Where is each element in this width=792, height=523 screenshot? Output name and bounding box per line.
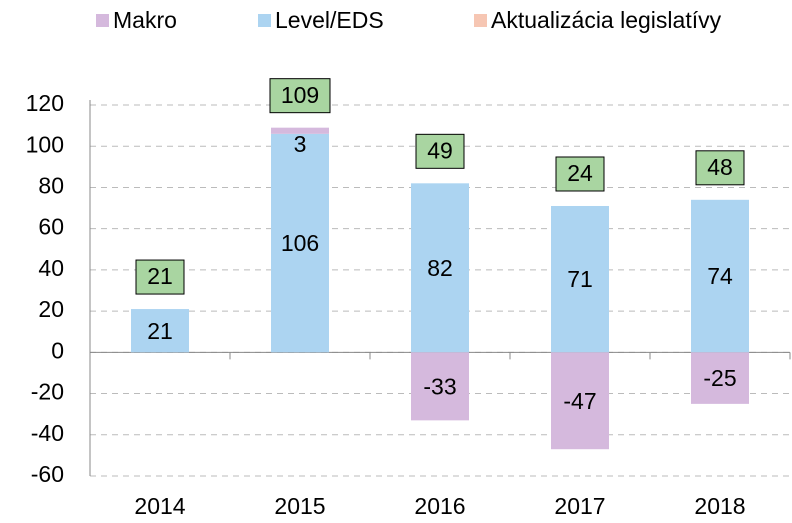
total-box: [269, 78, 331, 114]
x-tick-label: 2016: [414, 493, 465, 519]
bar-segment: [411, 183, 469, 353]
y-tick-label: 20: [38, 296, 64, 322]
y-tick-label: -60: [31, 461, 64, 487]
legend-label: Aktualizácia legislatívy: [491, 7, 722, 33]
data-label: 74: [707, 263, 733, 289]
bar-segment: [131, 309, 189, 353]
legend-label: Makro: [113, 7, 177, 33]
y-tick-label: -40: [31, 420, 64, 446]
legend-swatch: [258, 14, 271, 27]
total-box: [415, 133, 465, 169]
total-label: 48: [707, 154, 733, 180]
legend-swatch: [96, 14, 109, 27]
total-box: [135, 259, 185, 295]
y-tick-label: 60: [38, 214, 64, 240]
bar-segment: [411, 352, 469, 421]
data-label: 3: [294, 131, 307, 157]
total-label: 21: [147, 263, 173, 289]
legend-label: Level/EDS: [275, 7, 384, 33]
bar-segment: [271, 133, 329, 353]
bar-segment: [551, 205, 609, 353]
legend-swatch: [474, 14, 487, 27]
total-box: [695, 150, 745, 186]
data-label: -25: [703, 365, 736, 391]
bar-segment: [271, 127, 329, 134]
total-box: [555, 156, 605, 192]
x-tick-label: 2015: [274, 493, 325, 519]
bar-segment: [551, 352, 609, 450]
y-tick-label: 0: [51, 337, 64, 363]
y-tick-label: 40: [38, 255, 64, 281]
y-tick-label: 120: [26, 90, 64, 116]
x-tick-label: 2014: [134, 493, 185, 519]
data-label: 21: [147, 318, 173, 344]
data-label: -47: [563, 388, 596, 414]
x-tick-label: 2018: [694, 493, 745, 519]
total-label: 49: [427, 137, 453, 163]
data-label: 82: [427, 255, 453, 281]
total-label: 109: [281, 82, 319, 108]
x-tick-label: 2017: [554, 493, 605, 519]
y-tick-label: 100: [26, 131, 64, 157]
bar-segment: [691, 199, 749, 353]
y-tick-label: 80: [38, 173, 64, 199]
total-label: 24: [567, 160, 593, 186]
data-label: -33: [423, 373, 456, 399]
bar-segment: [691, 352, 749, 404]
data-label: 106: [281, 230, 319, 256]
y-tick-label: -20: [31, 379, 64, 405]
data-label: 71: [567, 266, 593, 292]
